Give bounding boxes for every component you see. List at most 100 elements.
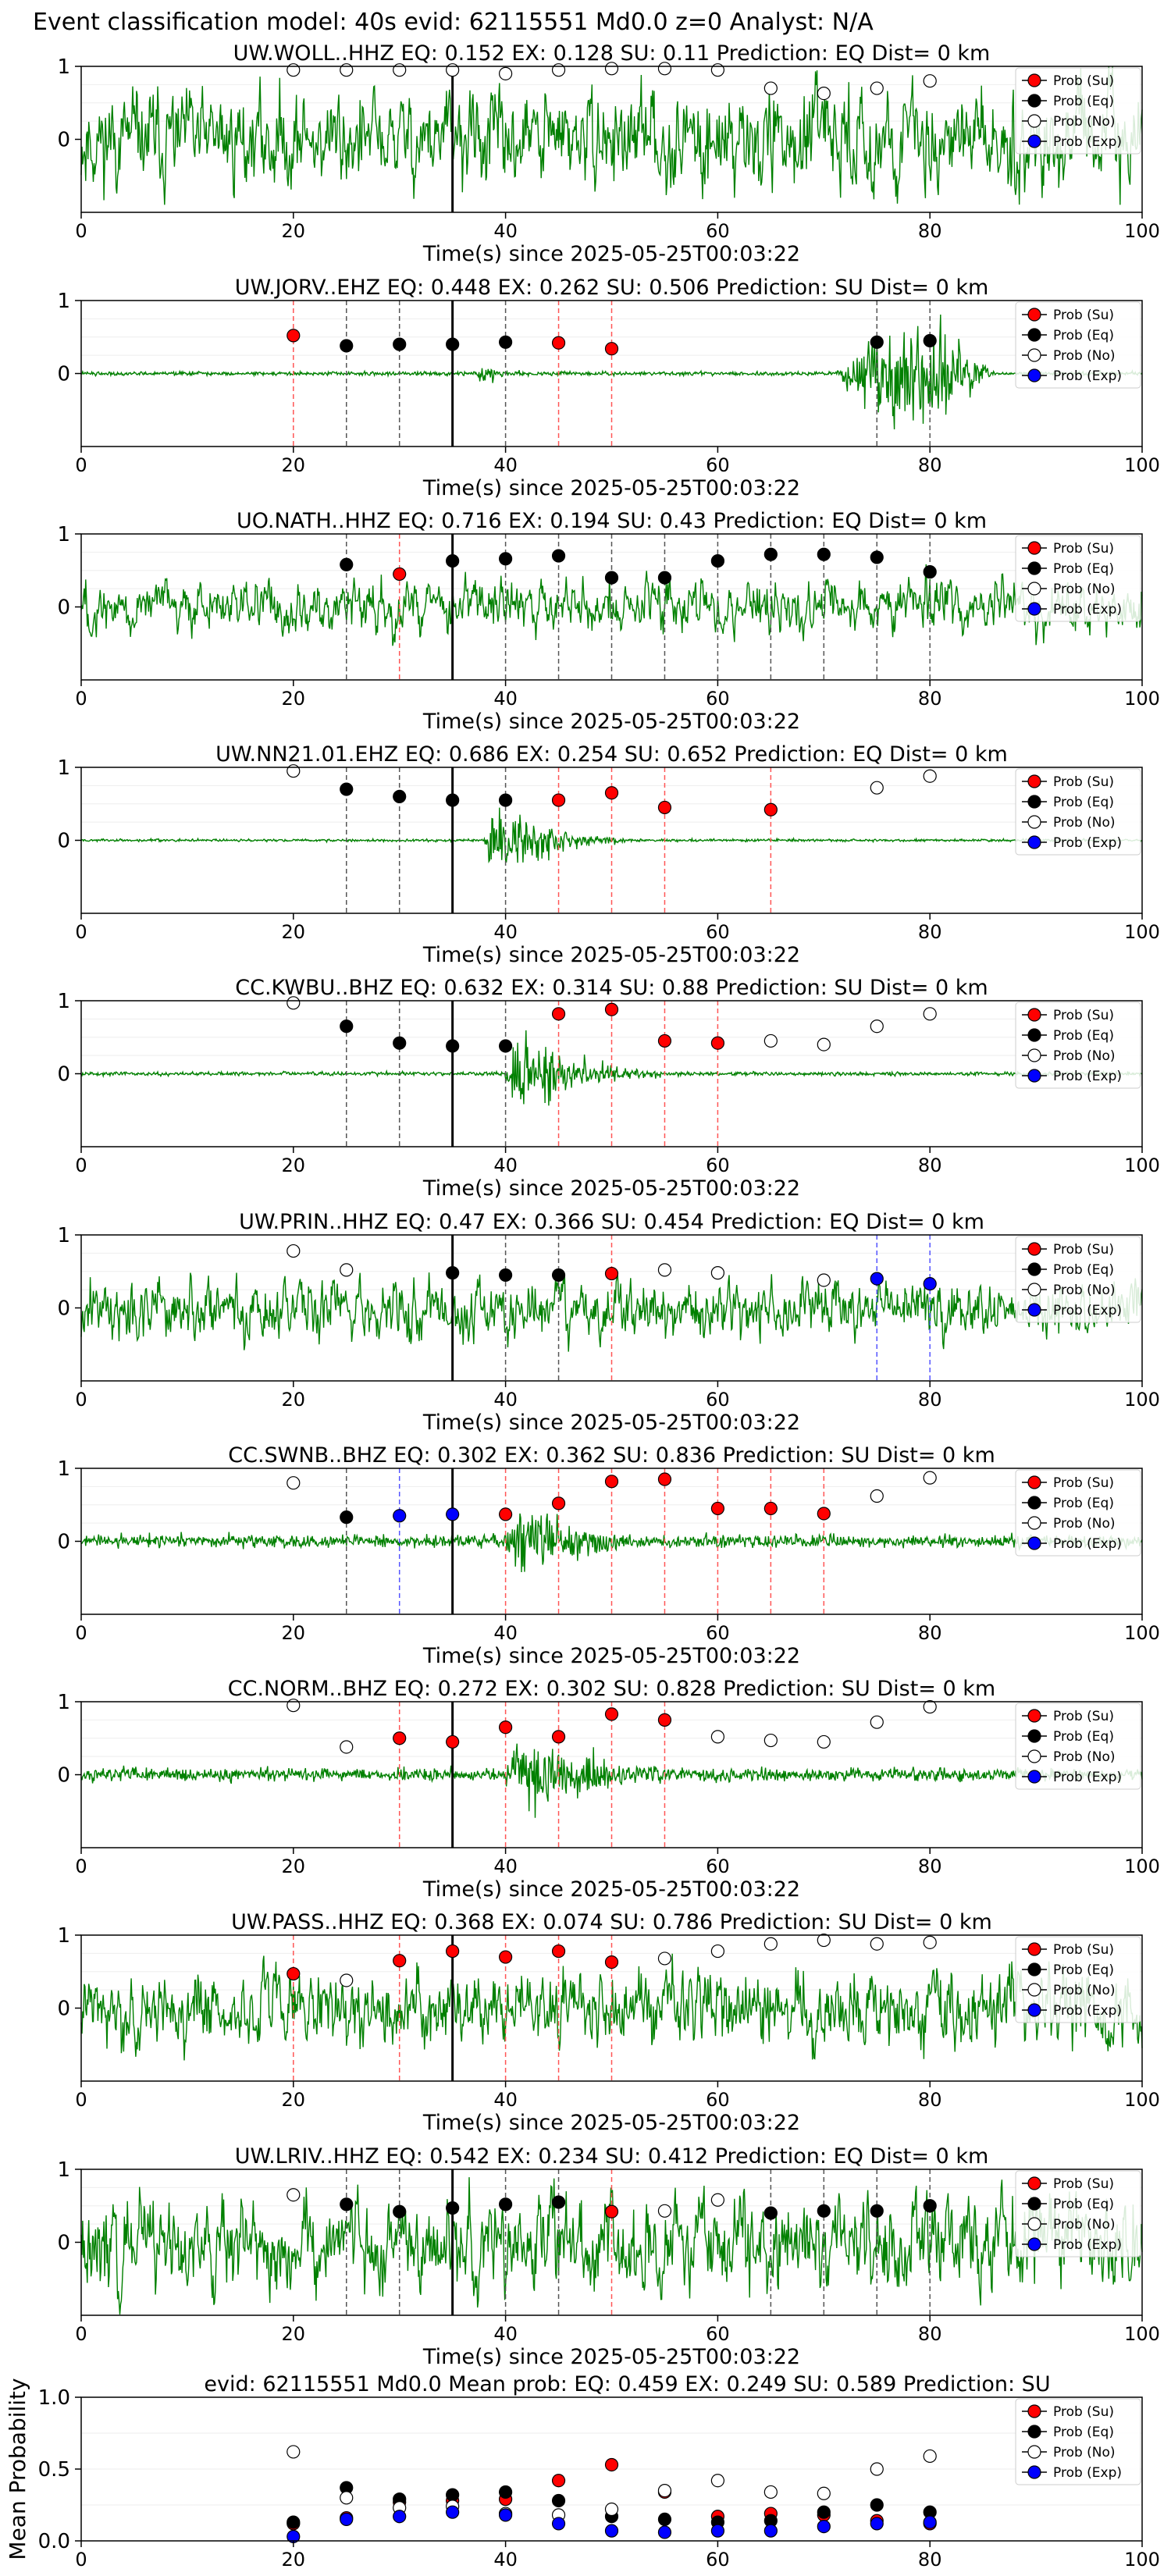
prob-marker-su [393, 1954, 407, 1968]
mean-marker-exp [393, 2510, 407, 2524]
prob-marker-no [923, 1007, 937, 1021]
x-axis-label: Time(s) since 2025-05-25T00:03:22 [422, 1644, 800, 1668]
prob-marker-eq [446, 793, 460, 807]
prob-marker-su [763, 1501, 778, 1516]
prob-marker-su [446, 1735, 460, 1749]
legend-marker-no [1027, 1983, 1041, 1997]
prob-marker-no [870, 1019, 884, 1034]
y-tick-label: 1 [57, 1457, 70, 1481]
x-axis-label: Time(s) since 2025-05-25T00:03:22 [422, 2111, 800, 2135]
legend-label-eq: Prob (Eq) [1053, 2425, 1114, 2440]
legend-label-exp: Prob (Exp) [1053, 1770, 1122, 1785]
legend-marker-no [1027, 1283, 1041, 1297]
x-tick-label: 0 [75, 1155, 87, 1176]
prob-marker-no [340, 1973, 354, 1987]
legend-marker-exp [1027, 1303, 1041, 1317]
prob-marker-eq [923, 333, 937, 348]
legend-marker-su [1027, 1475, 1041, 1489]
mean-marker-no [340, 2491, 354, 2505]
legend-marker-exp [1027, 602, 1041, 616]
x-tick-label: 40 [493, 2089, 518, 2111]
prob-marker-no [340, 63, 354, 77]
x-tick-label: 40 [493, 2323, 518, 2345]
legend-label-no: Prob (No) [1053, 1048, 1116, 1064]
x-tick-label: 80 [918, 1155, 942, 1176]
station-panel: UW.PASS..HHZ EQ: 0.368 EX: 0.074 SU: 0.7… [57, 1910, 1159, 2135]
mean-marker-eq [287, 2515, 301, 2529]
prob-marker-eq [340, 2197, 354, 2211]
legend-label-eq: Prob (Eq) [1053, 795, 1114, 810]
legend-marker-no [1027, 114, 1041, 128]
prob-marker-eq [498, 335, 513, 349]
waveform-trace [80, 1030, 1143, 1106]
legend-marker-exp [1027, 1770, 1041, 1784]
station-panel: UW.NN21.01.EHZ EQ: 0.686 EX: 0.254 SU: 0… [57, 742, 1159, 967]
legend-marker-eq [1027, 561, 1041, 575]
mean-marker-eq [657, 2512, 672, 2526]
prob-marker-no [710, 1730, 725, 1744]
prob-marker-no [817, 1037, 831, 1051]
x-tick-label: 100 [1124, 1856, 1160, 1877]
x-tick-label: 20 [282, 454, 306, 476]
prob-marker-no [763, 81, 778, 95]
prob-marker-no [657, 1952, 672, 1966]
mean-marker-exp [604, 2524, 619, 2538]
prob-marker-no [710, 1944, 725, 1959]
mean-marker-no [870, 2462, 884, 2476]
y-tick-label: 1 [57, 990, 70, 1013]
x-tick-label: 40 [493, 921, 518, 943]
x-tick-label: 100 [1124, 2089, 1160, 2111]
mean-marker-exp [340, 2512, 354, 2526]
prob-marker-no [498, 66, 513, 80]
x-tick-label: 20 [282, 1389, 306, 1411]
x-tick-label: 40 [493, 220, 518, 242]
mean-marker-exp [870, 2517, 884, 2531]
prob-marker-no [393, 63, 407, 77]
y-tick-label: 0 [57, 596, 70, 620]
legend-marker-eq [1027, 1496, 1041, 1510]
prob-marker-su [604, 786, 619, 800]
legend-label-exp: Prob (Exp) [1053, 2237, 1122, 2253]
legend-marker-eq [1027, 1962, 1041, 1976]
legend-marker-eq [1027, 795, 1041, 809]
prob-marker-eq [870, 550, 884, 564]
y-tick-label: 1 [57, 290, 70, 313]
legend-box [1015, 2398, 1141, 2485]
panel-title: UW.WOLL..HHZ EQ: 0.152 EX: 0.128 SU: 0.1… [233, 41, 991, 66]
mean-marker-su [604, 2457, 619, 2472]
panel-title: CC.NORM..BHZ EQ: 0.272 EX: 0.302 SU: 0.8… [228, 1677, 995, 1701]
prob-marker-su [287, 1966, 301, 1981]
prob-marker-su [657, 1472, 672, 1486]
legend-label-su: Prob (Su) [1053, 1709, 1114, 1724]
panel-title: CC.SWNB..BHZ EQ: 0.302 EX: 0.362 SU: 0.8… [228, 1443, 995, 1468]
legend-marker-no [1027, 2217, 1041, 2231]
legend-marker-su [1027, 1008, 1041, 1022]
prob-marker-no [287, 1244, 301, 1258]
prob-marker-su [551, 336, 566, 350]
prob-marker-su [604, 1002, 619, 1016]
legend-marker-eq [1027, 1028, 1041, 1042]
x-tick-label: 100 [1124, 1155, 1160, 1176]
y-tick-label: 0.0 [38, 2530, 70, 2553]
prob-marker-su [817, 1507, 831, 1521]
x-tick-label: 100 [1124, 454, 1160, 476]
legend-marker-eq [1027, 1729, 1041, 1743]
legend-label-su: Prob (Su) [1053, 1475, 1114, 1491]
legend-label-eq: Prob (Eq) [1053, 1729, 1114, 1745]
mean-marker-exp [657, 2525, 672, 2539]
station-panel: UW.LRIV..HHZ EQ: 0.542 EX: 0.234 SU: 0.4… [57, 2144, 1159, 2369]
prob-marker-no [287, 63, 301, 77]
y-tick-label: 1 [57, 756, 70, 780]
prob-marker-su [551, 1730, 566, 1744]
station-panel: UW.WOLL..HHZ EQ: 0.152 EX: 0.128 SU: 0.1… [57, 41, 1159, 266]
x-tick-label: 20 [282, 2323, 306, 2345]
mean-marker-eq [498, 2485, 513, 2500]
y-tick-label: 1 [57, 1924, 70, 1948]
prob-marker-eq [604, 571, 619, 585]
x-axis-label: Time(s) since 2025-05-25T00:03:22 [422, 242, 800, 266]
prob-marker-su [657, 1034, 672, 1048]
x-tick-label: 20 [282, 1856, 306, 1877]
x-tick-label: 100 [1124, 1389, 1160, 1411]
prob-marker-exp [923, 1277, 937, 1291]
prob-marker-su [393, 1731, 407, 1745]
